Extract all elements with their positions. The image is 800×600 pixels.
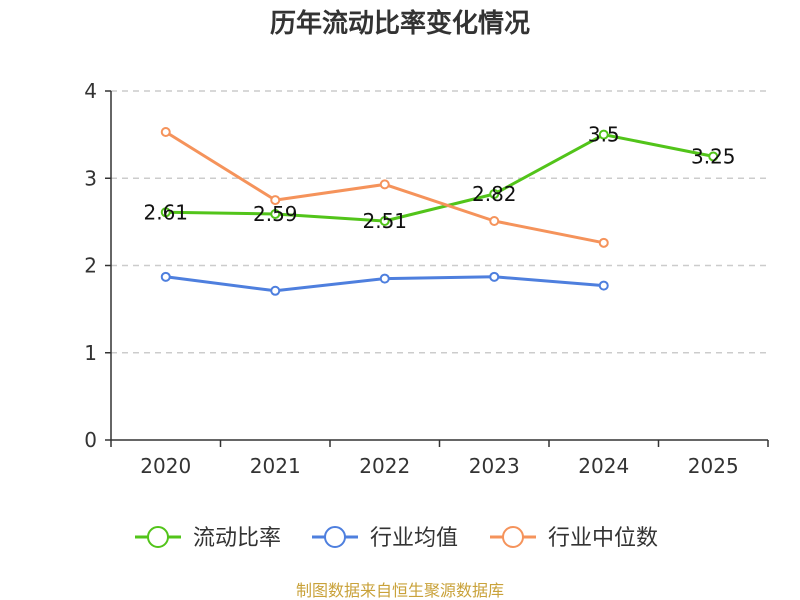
legend-item[interactable]: 行业中位数 — [490, 526, 658, 551]
y-tick-label: 4 — [84, 79, 97, 103]
data-point[interactable] — [160, 271, 171, 282]
y-tick-label: 0 — [84, 428, 97, 452]
data-label: 3.5 — [588, 123, 620, 147]
source-note: 制图数据来自恒生聚源数据库 — [296, 581, 504, 600]
data-point[interactable] — [270, 195, 281, 206]
data-point[interactable] — [489, 271, 500, 282]
data-point[interactable] — [489, 188, 500, 199]
data-point[interactable] — [270, 285, 281, 296]
legend-item[interactable]: 流动比率 — [135, 526, 281, 551]
axes: 0 1 2 3 4 2020 2021 2022 2023 2024 2025 — [84, 79, 769, 478]
data-label: 2.82 — [472, 182, 517, 206]
data-labels: 2.61 2.59 2.51 2.82 3.5 3.25 — [143, 123, 735, 233]
legend-item[interactable]: 行业均值 — [312, 526, 458, 551]
x-tick-label: 2024 — [578, 454, 629, 478]
y-tick-label: 3 — [84, 166, 97, 190]
legend-label: 行业均值 — [370, 526, 458, 551]
data-point[interactable] — [598, 237, 609, 248]
data-point[interactable] — [379, 273, 390, 284]
chart-title: 历年流动比率变化情况 — [270, 8, 530, 39]
y-tick-label: 1 — [84, 341, 97, 365]
x-tick-label: 2022 — [359, 454, 410, 478]
legend-marker — [502, 526, 524, 548]
grid-lines — [111, 90, 768, 354]
data-label: 2.59 — [253, 202, 298, 226]
legend[interactable]: 流动比率 行业均值 行业中位数 — [135, 526, 658, 551]
y-tick-label: 2 — [84, 254, 97, 278]
data-point[interactable] — [708, 151, 719, 162]
data-point[interactable] — [160, 127, 171, 138]
data-point[interactable] — [270, 209, 281, 220]
x-tick-label: 2021 — [250, 454, 301, 478]
legend-marker — [324, 526, 346, 548]
data-point[interactable] — [379, 179, 390, 190]
data-label: 2.51 — [362, 209, 407, 233]
x-tick-label: 2023 — [469, 454, 520, 478]
data-point[interactable] — [160, 207, 171, 218]
data-point[interactable] — [598, 129, 609, 140]
data-label: 3.25 — [691, 144, 736, 168]
x-tick-label: 2020 — [140, 454, 191, 478]
data-point[interactable] — [489, 216, 500, 227]
legend-label: 行业中位数 — [548, 526, 658, 551]
data-point[interactable] — [379, 216, 390, 227]
legend-marker — [147, 526, 169, 548]
legend-label: 流动比率 — [193, 526, 281, 551]
data-label: 2.61 — [143, 200, 188, 224]
series-line — [165, 133, 714, 223]
series-group — [160, 127, 719, 296]
x-tick-label: 2025 — [688, 454, 739, 478]
data-point[interactable] — [598, 280, 609, 291]
